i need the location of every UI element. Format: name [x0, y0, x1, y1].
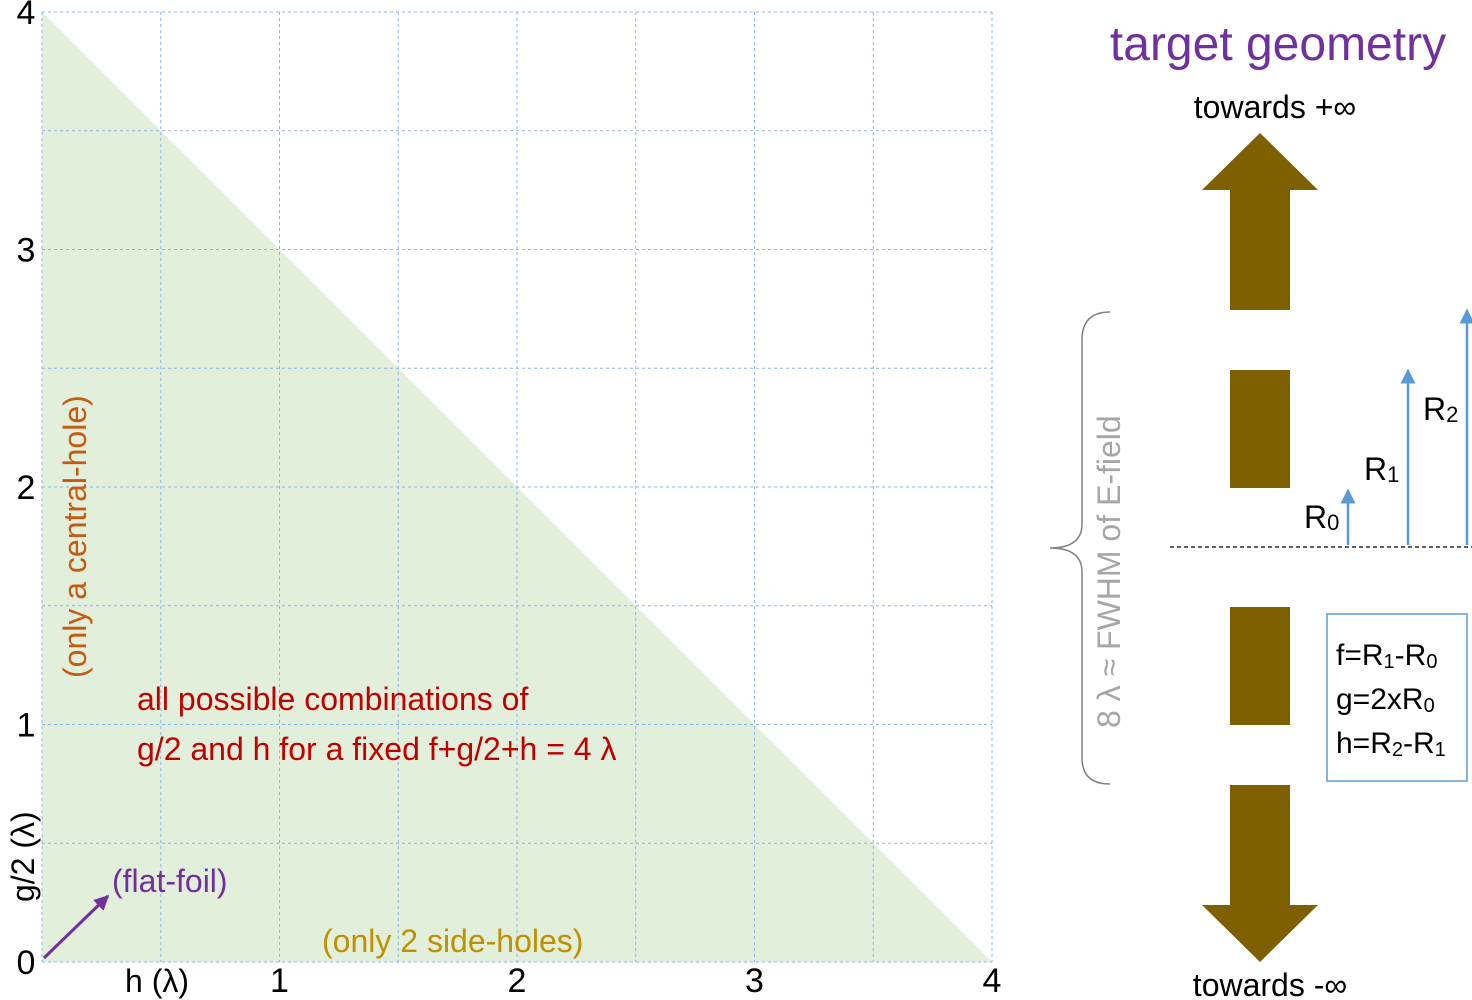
target-geometry-diagram: target geometry towards +∞ towards -∞ R0… — [1049, 18, 1472, 1000]
combination-chart: 1 2 3 4 0 1 2 3 4 h (λ) g/2 (λ) all possible co… — [5, 0, 1001, 1000]
fwhm-label: 8 λ ≈ FWHM of E-field — [1091, 415, 1127, 728]
r2-label: R2 — [1423, 391, 1458, 427]
grid-lines — [41, 11, 993, 963]
r0-label: R0 — [1304, 499, 1339, 535]
central-hole-note: (only a central-hole) — [57, 395, 93, 678]
foil-up-arrow — [1202, 133, 1318, 310]
region-label-line2: g/2 and h for a fixed f+g/2+h = 4 λ — [137, 731, 616, 767]
foil-segment-lower — [1230, 607, 1290, 725]
x-tick-label: 3 — [745, 962, 764, 1000]
towards-minus-infinity-label: towards -∞ — [1193, 967, 1347, 1000]
y-tick-label: 3 — [17, 232, 36, 270]
definition-line: f=R1​-R0​ — [1336, 639, 1437, 673]
foil-down-arrow — [1202, 785, 1318, 962]
x-axis-label: h (λ) — [125, 963, 189, 999]
side-holes-note: (only 2 side-holes) — [322, 923, 583, 959]
x-tick-label: 4 — [983, 962, 1002, 1000]
towards-plus-infinity-label: towards +∞ — [1194, 89, 1356, 125]
y-tick-label: 4 — [17, 0, 36, 32]
x-tick-label: 1 — [270, 962, 289, 1000]
y-tick-labels: 0 1 2 3 4 — [17, 0, 36, 982]
foil-segment-upper — [1230, 370, 1290, 488]
y-tick-label: 2 — [17, 469, 36, 507]
y-axis-label: g/2 (λ) — [5, 811, 41, 902]
definitions-list: f=R1​-R0​ g=2xR0​ h=R2​-R1​ — [1336, 639, 1446, 761]
geometry-title: target geometry — [1110, 18, 1446, 71]
y-tick-label: 1 — [17, 707, 36, 745]
flat-foil-note: (flat-foil) — [112, 863, 228, 899]
r1-label: R1 — [1364, 451, 1399, 487]
flat-foil-pointer-arrow — [42, 894, 110, 960]
definition-line: h=R2​-R1​ — [1336, 727, 1446, 761]
x-tick-labels: 1 2 3 4 — [270, 962, 1001, 1000]
region-label-line1: all possible combinations of — [137, 681, 528, 717]
fwhm-brace — [1049, 311, 1111, 785]
y-tick-label: 0 — [17, 944, 36, 982]
definitions-box — [1326, 613, 1468, 782]
x-tick-label: 2 — [508, 962, 527, 1000]
definition-line: g=2xR0​ — [1336, 683, 1435, 717]
